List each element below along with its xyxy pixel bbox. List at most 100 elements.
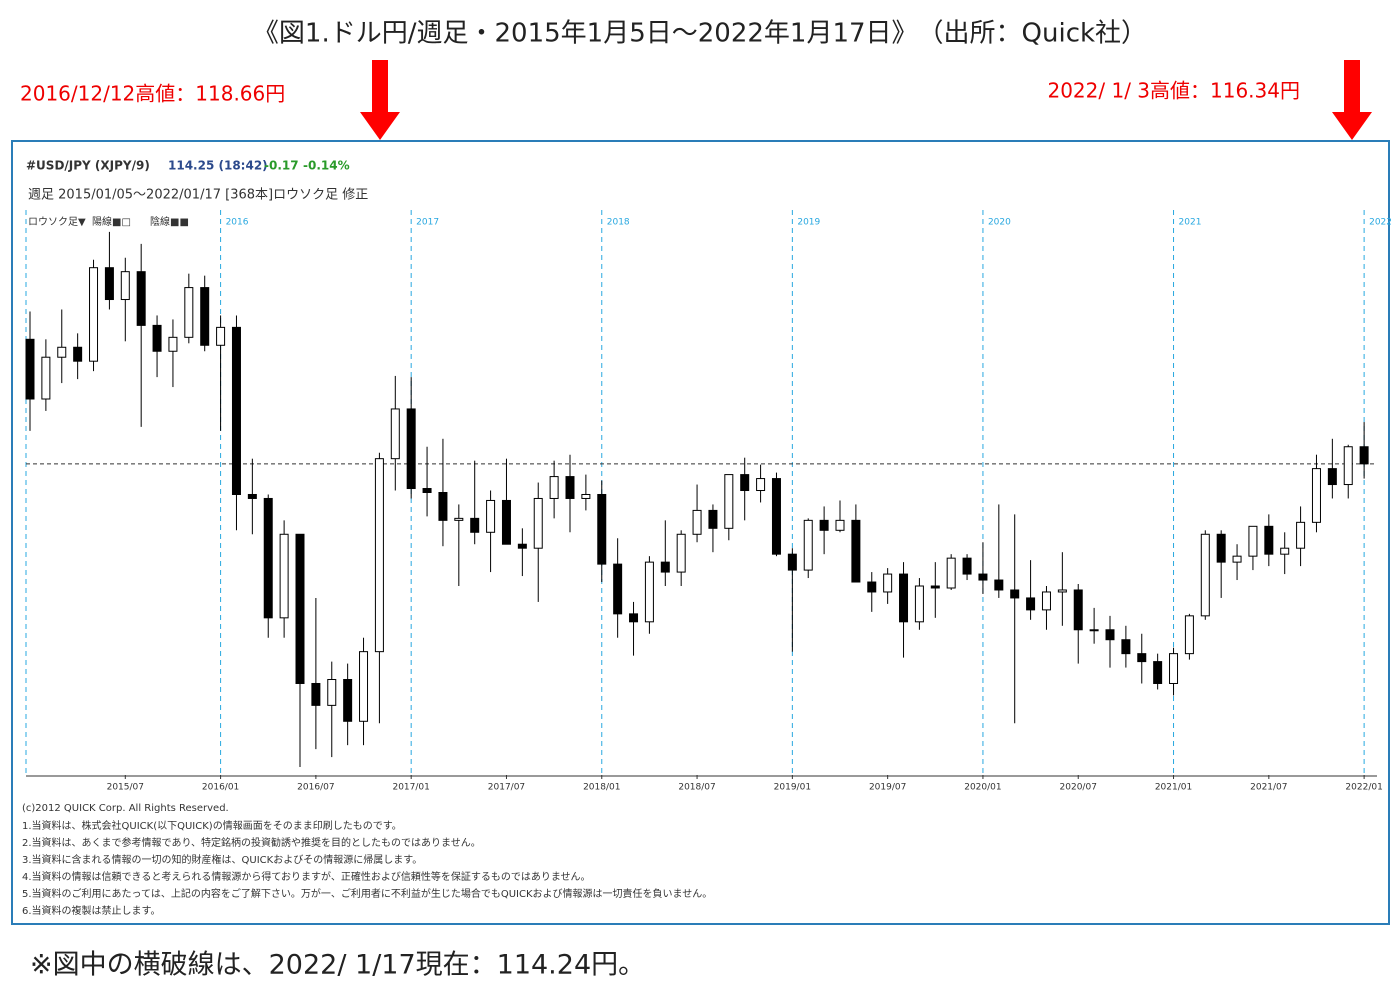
candle-body — [597, 493, 607, 565]
candle-body — [930, 585, 940, 589]
candle-body — [978, 573, 988, 581]
legend-item: 陽線■□ — [92, 215, 131, 228]
candle-body — [581, 493, 591, 499]
note: 6.当資料の複製は禁止します。 — [22, 904, 161, 917]
candle-body — [1073, 589, 1083, 631]
annotation: 2022/ 1/ 3高値：116.34円 — [1047, 79, 1300, 103]
x-tick-label: 2020/07 — [1060, 783, 1097, 793]
x-tick-label: 2021/07 — [1250, 783, 1287, 793]
candle-body — [422, 488, 432, 493]
candle-body — [57, 346, 67, 358]
candle-body — [1169, 653, 1179, 684]
candle-body — [629, 613, 639, 623]
candle-body — [104, 267, 114, 301]
candle-body — [1280, 547, 1290, 555]
legend-item: 陰線■■ — [150, 215, 189, 228]
x-tick-label: 2021/01 — [1155, 783, 1192, 793]
candle-body — [883, 573, 893, 593]
candle-body — [899, 573, 909, 623]
annotation: 2016/12/12高値：118.66円 — [20, 82, 285, 106]
note: 4.当資料の情報は信頼できると考えられる情報源から得ておりますが、正確性および信… — [22, 870, 591, 883]
candle-body — [692, 509, 702, 535]
change-pct: -0.14% — [303, 159, 350, 173]
candle-body — [216, 326, 226, 346]
candle-body — [1200, 533, 1210, 617]
candle-body — [819, 519, 829, 531]
candle-body — [1359, 446, 1369, 465]
candle-body — [1327, 468, 1337, 486]
year-label: 2022 — [1369, 218, 1391, 228]
year-label: 2016 — [226, 218, 249, 228]
candle-body — [787, 553, 797, 571]
candle-body — [406, 408, 416, 490]
symbol: #USD/JPY (XJPY/9) — [26, 159, 150, 173]
candle-body — [1010, 589, 1020, 599]
change: -0.17 — [264, 159, 299, 173]
candle-body — [231, 326, 241, 495]
candle-body — [168, 336, 178, 352]
candle-body — [994, 579, 1004, 591]
candle-body — [1264, 525, 1274, 555]
candle-body — [946, 557, 956, 589]
candle-body — [136, 271, 146, 326]
candle-body — [708, 509, 718, 529]
arrow — [360, 60, 400, 140]
candle-body — [470, 517, 480, 533]
candle-body — [771, 478, 781, 555]
x-tick-label: 2018/01 — [583, 783, 620, 793]
candle-body — [1121, 639, 1131, 655]
candle-body — [279, 533, 289, 619]
candle-body — [89, 267, 99, 362]
candle-body — [740, 474, 750, 492]
candle-body — [1248, 525, 1258, 557]
candle-body — [962, 557, 972, 575]
candle-body — [1041, 591, 1051, 611]
footnote: ※図中の横破線は、2022/ 1/17現在：114.24円。 — [30, 950, 645, 981]
note: 3.当資料に含まれる情報の一切の知的財産権は、QUICKおよびその情報源に帰属し… — [22, 853, 422, 866]
x-tick-label: 2017/01 — [392, 783, 429, 793]
candle-body — [1137, 653, 1147, 663]
candle-body — [374, 458, 384, 653]
candle-body — [200, 287, 210, 346]
candle-body — [152, 324, 162, 352]
candle-body — [327, 679, 337, 706]
candle-body — [803, 519, 813, 571]
candle-body — [120, 271, 130, 301]
candle-body — [533, 497, 543, 549]
price: 114.25 (18:42) — [168, 159, 268, 173]
candle-body — [41, 356, 51, 400]
candle-body — [390, 408, 400, 460]
candle-body — [295, 533, 305, 684]
candle-body — [1296, 521, 1306, 549]
x-tick-label: 2020/01 — [964, 783, 1001, 793]
candle-body — [1026, 597, 1036, 611]
x-tick-label: 2019/01 — [774, 783, 811, 793]
year-label: 2018 — [607, 218, 630, 228]
candle-body — [1184, 615, 1194, 655]
candle-body — [517, 543, 527, 549]
arrow — [1332, 60, 1372, 140]
candle-body — [1311, 468, 1321, 523]
candle-body — [914, 585, 924, 623]
candle-body — [263, 497, 273, 619]
candle-body — [676, 533, 686, 573]
candle-body — [835, 519, 845, 531]
candle-body — [644, 561, 654, 623]
candle-body — [1105, 629, 1115, 641]
candle-body — [1089, 629, 1099, 632]
year-label: 2020 — [988, 218, 1011, 228]
candle-body — [565, 476, 575, 499]
x-tick-label: 2022/01 — [1345, 783, 1382, 793]
candle-body — [486, 499, 496, 533]
legend-item: ロウソク足▼ — [28, 216, 86, 228]
x-tick-label: 2016/01 — [202, 783, 239, 793]
x-tick-label: 2016/07 — [297, 783, 334, 793]
candle-body — [1343, 446, 1353, 486]
candle-body — [851, 519, 861, 583]
candle-body — [247, 493, 257, 499]
candle-body — [311, 682, 321, 706]
candle-body — [549, 476, 559, 499]
candle-body — [73, 346, 83, 362]
candle-body — [1153, 661, 1163, 684]
